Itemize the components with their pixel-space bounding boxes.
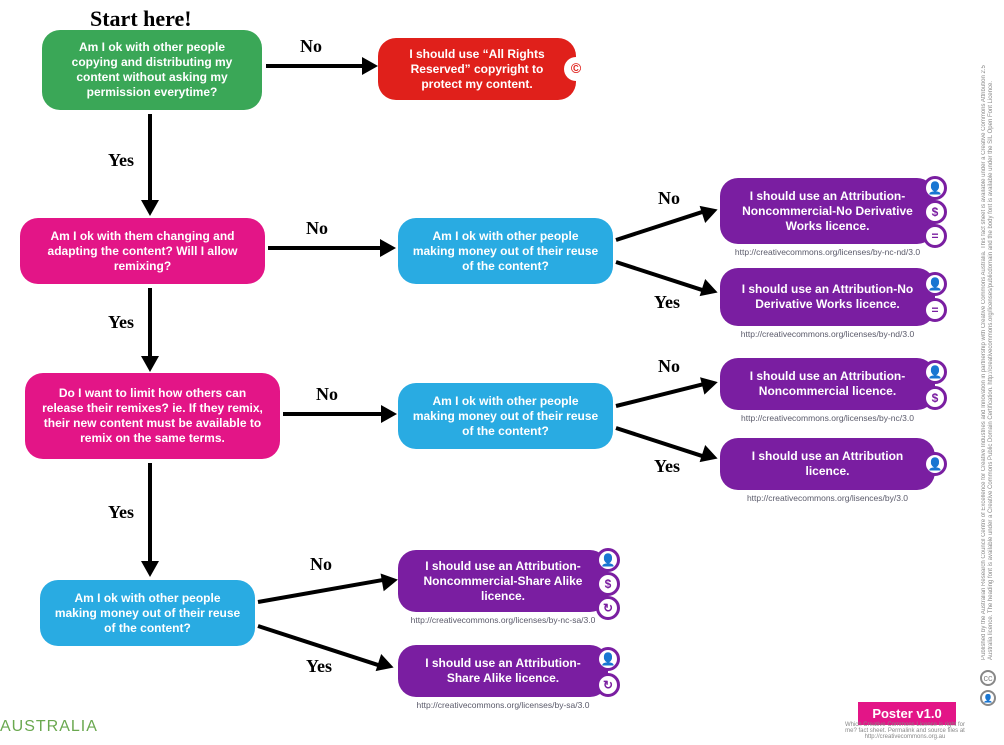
result-by-nd: I should use an Attribution-No Derivativ… <box>720 268 935 326</box>
question-copying-text: Am I ok with other people copying and di… <box>56 40 248 100</box>
nc-icon: $ <box>923 386 947 410</box>
arrow <box>266 64 364 68</box>
result-by-sa: I should use an Attribution-Share Alike … <box>398 645 608 697</box>
arrow-head-icon <box>141 561 159 577</box>
question-commercial-2-text: Am I ok with other people making money o… <box>412 394 599 439</box>
edge-label-yes: Yes <box>306 656 332 677</box>
question-commercial-2: Am I ok with other people making money o… <box>398 383 613 449</box>
result-by-sa-text: I should use an Attribution-Share Alike … <box>412 656 594 686</box>
edge-label-yes: Yes <box>108 312 134 333</box>
arrow <box>616 382 706 408</box>
by-icon: 👤 <box>923 176 947 200</box>
result-by-nc-nd-text: I should use an Attribution-Noncommercia… <box>734 189 921 234</box>
arrow <box>283 412 383 416</box>
by-icon: 👤 <box>596 548 620 572</box>
edge-label-yes: Yes <box>654 292 680 313</box>
arrow-head-icon <box>381 405 397 423</box>
sa-icon: ↻ <box>596 673 620 697</box>
cc-icon: cc <box>980 670 996 686</box>
result-by: I should use an Attribution licence. 👤 h… <box>720 438 935 490</box>
arrow-head-icon <box>700 445 721 467</box>
nc-icon: $ <box>596 572 620 596</box>
tiny-credit: Which Creative Commons Licence is right … <box>840 722 970 740</box>
edge-label-yes: Yes <box>654 456 680 477</box>
question-commercial-1: Am I ok with other people making money o… <box>398 218 613 284</box>
footer-australia: AUSTRALIA <box>0 718 98 736</box>
question-remixing-text: Am I ok with them changing and adapting … <box>34 229 251 274</box>
result-all-rights-reserved: I should use “All Rights Reserved” copyr… <box>378 38 576 100</box>
result-by-url: http://creativecommons.org/lisences/by/3… <box>720 493 935 504</box>
arrow-head-icon <box>141 200 159 216</box>
nc-icon: $ <box>923 200 947 224</box>
edge-label-no: No <box>300 36 322 57</box>
result-arr-text: I should use “All Rights Reserved” copyr… <box>392 47 562 92</box>
by-icon: 👤 <box>923 272 947 296</box>
result-by-nc-sa: I should use an Attribution-Noncommercia… <box>398 550 608 612</box>
by-icon: 👤 <box>980 690 996 706</box>
arrow <box>148 114 152 202</box>
arrow <box>258 578 385 604</box>
arrow <box>148 463 152 563</box>
result-by-nc-nd-url: http://creativecommons.org/licenses/by-n… <box>720 247 935 258</box>
result-by-text: I should use an Attribution licence. <box>734 449 921 479</box>
edge-label-no: No <box>658 356 680 377</box>
edge-label-yes: Yes <box>108 502 134 523</box>
edge-label-no: No <box>310 554 332 575</box>
result-by-nc-sa-url: http://creativecommons.org/licenses/by-n… <box>398 615 608 626</box>
arrow-head-icon <box>700 201 721 223</box>
arrow-head-icon <box>376 654 397 676</box>
by-icon: 👤 <box>923 360 947 384</box>
arrow-head-icon <box>700 373 720 394</box>
nd-icon: = <box>923 298 947 322</box>
question-sharealike: Do I want to limit how others can releas… <box>25 373 280 459</box>
result-by-sa-url: http://creativecommons.org/licenses/by-s… <box>398 700 608 711</box>
result-by-nd-url: http://creativecommons.org/licenses/by-n… <box>720 329 935 340</box>
edge-label-no: No <box>658 188 680 209</box>
arrow <box>615 426 704 458</box>
side-fine-print: Published by the Australian Research Cou… <box>981 60 1001 660</box>
question-commercial-3: Am I ok with other people making money o… <box>40 580 255 646</box>
arrow <box>148 288 152 358</box>
result-by-nc-url: http://creativecommons.org/licenses/by-n… <box>720 413 935 424</box>
result-by-nd-text: I should use an Attribution-No Derivativ… <box>734 282 921 312</box>
result-by-nc-nd: I should use an Attribution-Noncommercia… <box>720 178 935 244</box>
nd-icon: = <box>923 224 947 248</box>
question-remixing: Am I ok with them changing and adapting … <box>20 218 265 284</box>
result-by-nc: I should use an Attribution-Noncommercia… <box>720 358 935 410</box>
arrow-head-icon <box>700 279 721 301</box>
arrow-head-icon <box>381 571 400 592</box>
by-icon: 👤 <box>596 647 620 671</box>
arrow <box>268 246 382 250</box>
start-here-label: Start here! <box>90 6 192 32</box>
by-icon: 👤 <box>923 452 947 476</box>
edge-label-yes: Yes <box>108 150 134 171</box>
question-commercial-3-text: Am I ok with other people making money o… <box>54 591 241 636</box>
result-by-nc-sa-text: I should use an Attribution-Noncommercia… <box>412 559 594 604</box>
question-copying: Am I ok with other people copying and di… <box>42 30 262 110</box>
question-commercial-1-text: Am I ok with other people making money o… <box>412 229 599 274</box>
copyright-icon: © <box>564 57 588 81</box>
arrow-head-icon <box>362 57 378 75</box>
edge-label-no: No <box>306 218 328 239</box>
question-sharealike-text: Do I want to limit how others can releas… <box>39 386 266 446</box>
result-by-nc-text: I should use an Attribution-Noncommercia… <box>734 369 921 399</box>
arrow-head-icon <box>380 239 396 257</box>
arrow <box>615 260 704 292</box>
arrow <box>615 210 704 242</box>
edge-label-no: No <box>316 384 338 405</box>
arrow-head-icon <box>141 356 159 372</box>
